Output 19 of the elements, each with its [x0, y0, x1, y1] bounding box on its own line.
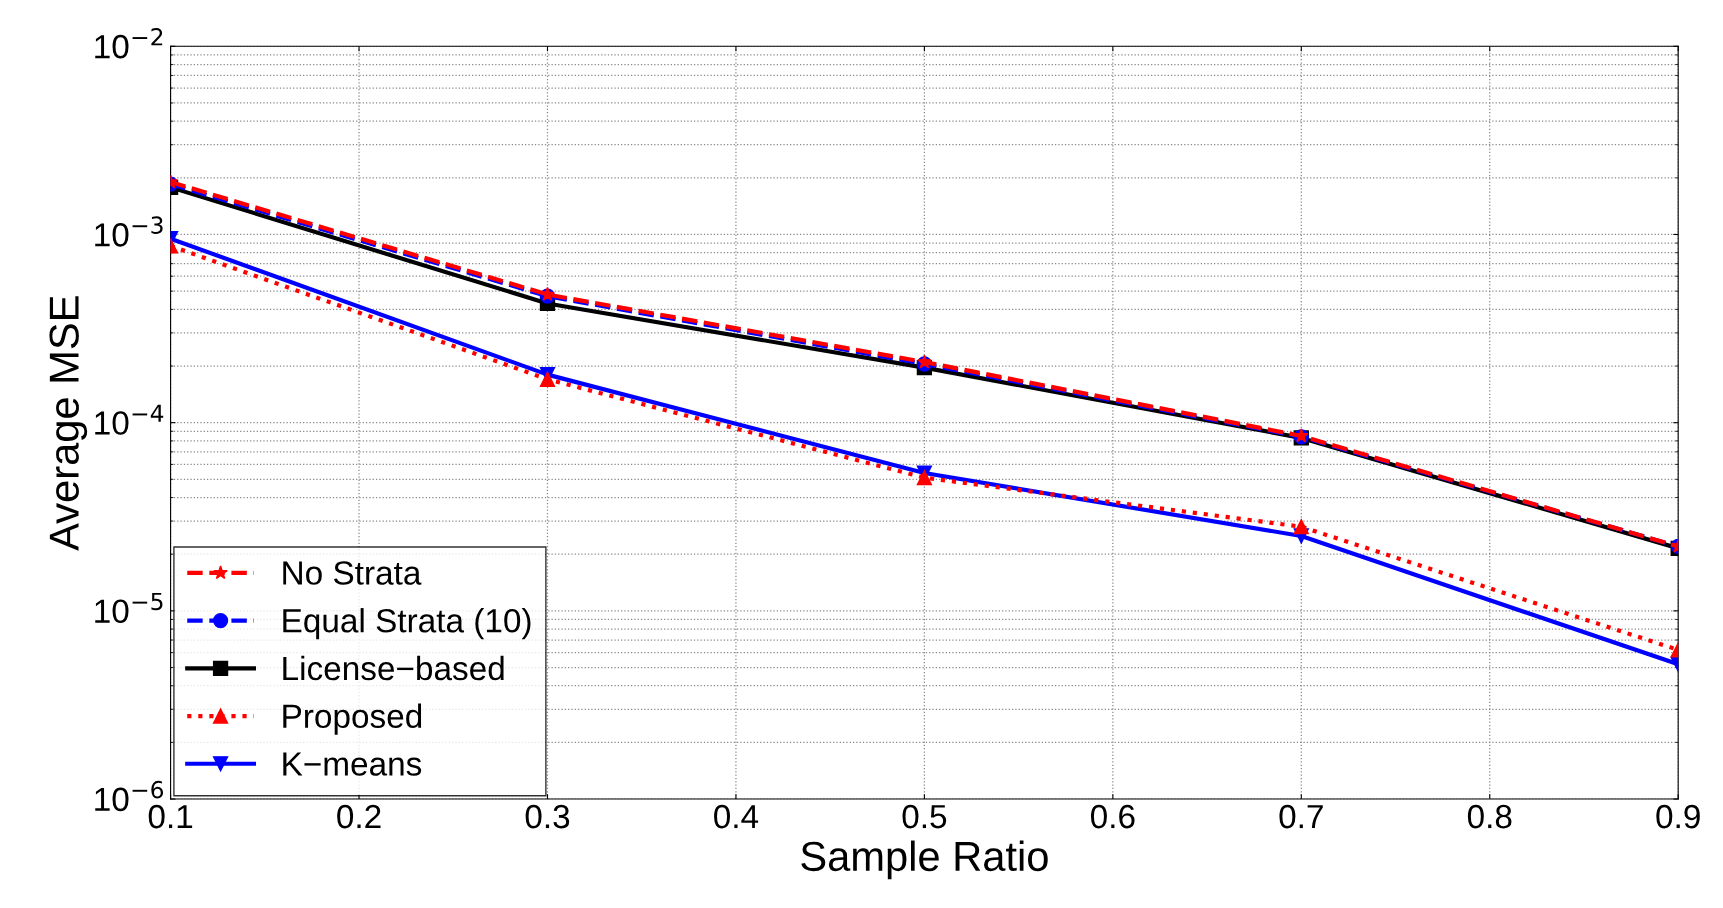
legend-label: License−based — [283, 655, 504, 681]
y-tick-label: 10$^{−3}$ — [95, 216, 163, 247]
legend-label: K−means — [283, 752, 422, 776]
x-tick-label: 0.2 — [337, 804, 381, 829]
x-tick-label: 0.5 — [902, 804, 947, 829]
x-tick-label: 0.8 — [1467, 804, 1512, 829]
x-tick-label: 0.9 — [1656, 804, 1700, 829]
legend-label: Equal Strata (10) — [283, 608, 531, 640]
y-axis-title: Average MSE — [49, 296, 88, 551]
x-tick-label: 0.4 — [714, 804, 759, 829]
y-tick-label: 10$^{−5}$ — [95, 592, 163, 624]
y-tick-label: 10$^{−4}$ — [95, 404, 164, 435]
legend-label: Proposed — [283, 703, 422, 735]
x-tick-label: 0.6 — [1090, 804, 1135, 829]
legend-label: No Strata — [283, 561, 422, 585]
x-tick-label: 0.7 — [1279, 804, 1323, 829]
x-axis-title: Sample Ratio — [801, 840, 1048, 880]
x-tick-label: 0.3 — [525, 804, 570, 829]
y-tick-label: 10$^{−2}$ — [95, 28, 163, 59]
